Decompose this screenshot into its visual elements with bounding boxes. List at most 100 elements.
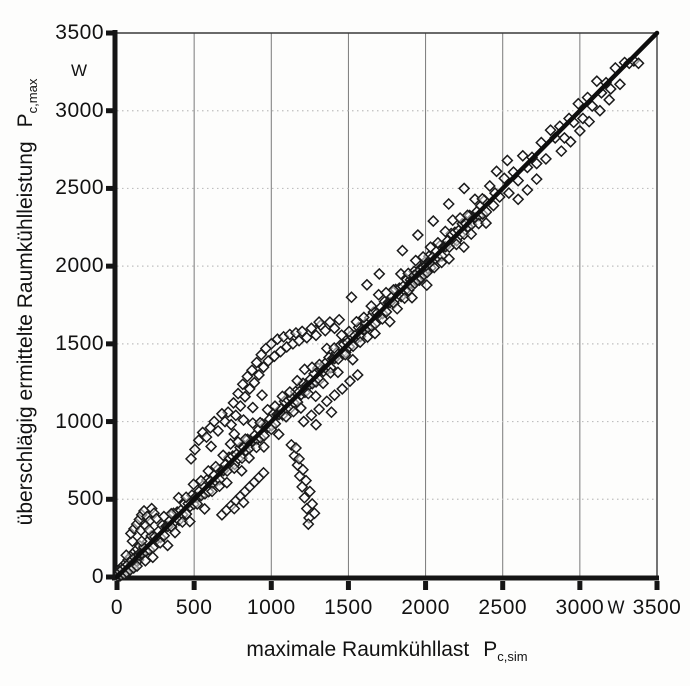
data-point-diamond	[442, 197, 455, 211]
data-point-diamond	[268, 400, 282, 413]
y-tick-mark	[106, 185, 115, 191]
y-axis-symbol: P	[13, 113, 37, 128]
y-axis-title: überschlägig ermittelte Raumkühlleistung…	[14, 79, 40, 526]
data-point-diamond	[439, 225, 452, 238]
x-tick-label: 3000	[555, 596, 605, 619]
data-point-diamond	[343, 375, 357, 388]
x-tick-label: 500	[175, 596, 213, 619]
data-point-diamond	[296, 463, 309, 476]
data-point-diamond	[161, 539, 174, 552]
data-point-diamond	[479, 217, 493, 230]
data-point-diamond	[237, 496, 250, 509]
y-tick-label: 0	[91, 565, 104, 588]
data-point-diamond	[458, 182, 471, 195]
data-point-diamond	[351, 368, 364, 382]
data-point-diamond	[583, 115, 596, 128]
data-point-diamond	[632, 57, 645, 70]
data-point-diamond	[305, 322, 318, 335]
data-point-diamond	[257, 466, 270, 479]
data-point-diamond	[498, 172, 511, 185]
data-point-diamond	[313, 358, 326, 371]
data-point-diamond	[299, 474, 313, 487]
y-tick-mark	[106, 108, 115, 114]
data-point-diamond	[328, 322, 341, 335]
y-tick-mark	[106, 341, 115, 347]
x-tick-mark	[500, 581, 506, 590]
data-point-diamond	[450, 238, 463, 251]
y-axis-unit: W	[70, 61, 88, 80]
data-point-diamond	[238, 390, 252, 403]
data-point-diamond	[350, 315, 363, 328]
data-point-diamond	[360, 278, 374, 291]
data-point-diamond	[280, 410, 293, 423]
data-point-diamond	[303, 485, 316, 498]
x-tick-mark	[423, 581, 429, 590]
data-point-diamond	[544, 124, 557, 137]
y-tick-mark	[106, 574, 115, 580]
data-point-diamond	[396, 244, 409, 257]
data-point-diamond	[246, 401, 259, 414]
data-point-diamond	[183, 515, 196, 528]
data-point-diamond	[420, 279, 433, 292]
data-point-diamond	[313, 403, 326, 416]
data-point-diamond	[239, 433, 252, 446]
data-point-diamond	[530, 173, 543, 186]
data-point-diamond	[576, 112, 590, 125]
data-point-diamond	[288, 449, 301, 462]
y-tick-label: 2000	[55, 254, 104, 278]
data-point-diamond	[276, 390, 289, 403]
x-tick-label: 1000	[246, 596, 296, 619]
data-point-diamond	[368, 327, 382, 340]
data-point-diamond	[208, 415, 221, 428]
data-point-diamond	[309, 329, 323, 342]
data-point-diamond	[457, 240, 470, 254]
y-tick-mark	[106, 496, 115, 502]
data-point-diamond	[283, 385, 296, 399]
data-point-diamond	[317, 377, 330, 390]
data-point-diamond	[590, 75, 603, 88]
y-tick-mark	[106, 419, 115, 425]
data-point-diamond	[558, 131, 571, 144]
data-point-diamond	[154, 536, 167, 549]
data-point-diamond	[180, 491, 193, 504]
data-point-diamond	[228, 427, 241, 441]
data-point-diamond	[235, 464, 248, 477]
data-point-diamond	[205, 440, 218, 453]
x-tick-mark	[345, 581, 351, 590]
x-tick-mark	[577, 581, 583, 590]
x-tick-mark	[268, 581, 274, 590]
data-point-diamond	[383, 315, 396, 328]
data-point-diamond	[217, 449, 230, 462]
data-point-diamond	[200, 431, 213, 444]
data-point-diamond	[209, 460, 222, 473]
data-point-diamond	[357, 311, 370, 324]
data-point-diamond	[298, 491, 311, 504]
data-point-diamond	[424, 241, 437, 254]
data-point-diamond	[227, 396, 240, 409]
x-tick-label: 1500	[324, 596, 373, 619]
data-point-diamond	[313, 316, 326, 329]
data-point-diamond	[331, 366, 344, 379]
y-axis-symbol-subscript: c,max	[25, 78, 41, 114]
data-point-diamond	[202, 464, 215, 478]
data-point-diamond	[220, 476, 233, 489]
data-point-diamond	[521, 183, 534, 197]
data-point-diamond	[184, 452, 198, 465]
data-point-diamond	[302, 518, 315, 531]
data-point-diamond	[257, 440, 270, 453]
data-point-diamond	[254, 416, 267, 429]
x-tick-label: 2500	[478, 596, 528, 619]
data-point-diamond	[573, 124, 586, 137]
data-point-diamond	[442, 252, 456, 265]
x-tick-mark	[654, 581, 660, 590]
data-point-diamond	[346, 353, 359, 366]
y-tick-label: 3500	[55, 21, 104, 44]
data-point-diamond	[345, 291, 358, 304]
identity-line	[114, 30, 660, 580]
data-point-diamond	[613, 78, 627, 91]
data-point-diamond	[530, 157, 543, 170]
data-point-diamond	[342, 325, 356, 338]
data-point-diamond	[250, 356, 263, 369]
data-point-diamond	[248, 376, 261, 389]
y-tick-label: 3000	[55, 98, 104, 122]
